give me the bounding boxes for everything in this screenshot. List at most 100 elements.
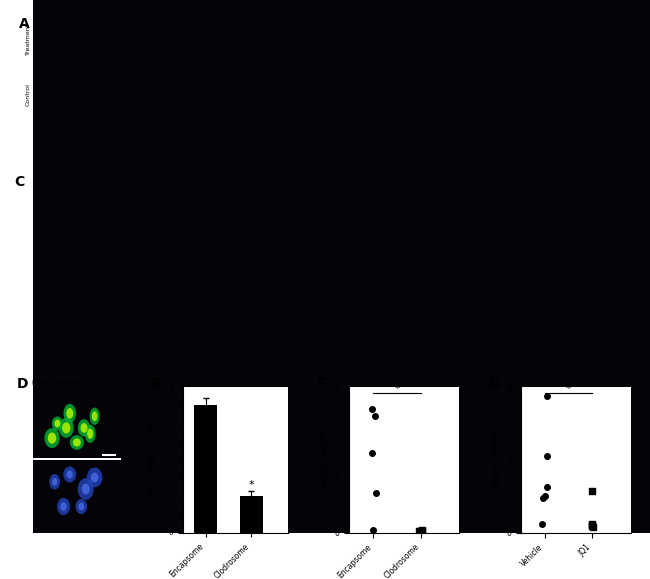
- Point: [586, 519, 597, 528]
- Point: [482, 313, 493, 323]
- Ellipse shape: [79, 503, 84, 510]
- Text: F4/80 staining: F4/80 staining: [32, 380, 83, 386]
- Bar: [297, 309, 317, 318]
- Ellipse shape: [60, 502, 67, 511]
- Point: [556, 313, 566, 322]
- Text: *: *: [560, 188, 565, 197]
- Bar: [515, 73, 525, 75]
- Point: [587, 522, 597, 531]
- Circle shape: [163, 92, 168, 93]
- Point: [588, 523, 598, 532]
- Circle shape: [56, 37, 61, 39]
- Point: [415, 526, 425, 536]
- Ellipse shape: [32, 38, 60, 42]
- Point: [593, 283, 604, 292]
- Point: [520, 313, 530, 323]
- Text: C57BL6 LPS: C57BL6 LPS: [560, 15, 580, 35]
- Point: [595, 267, 606, 276]
- Point: [541, 391, 552, 401]
- Ellipse shape: [58, 418, 73, 438]
- Text: B: B: [435, 17, 445, 31]
- Bar: [194, 405, 217, 533]
- Bar: [333, 250, 352, 318]
- Point: [556, 311, 566, 320]
- Point: [595, 274, 605, 283]
- Circle shape: [54, 92, 67, 96]
- Bar: [261, 310, 281, 318]
- Ellipse shape: [200, 38, 231, 43]
- Circle shape: [224, 37, 239, 42]
- Ellipse shape: [66, 471, 73, 478]
- Text: Treatment: Treatment: [25, 23, 31, 56]
- Point: [517, 313, 527, 323]
- Text: D: D: [16, 377, 28, 391]
- Circle shape: [102, 36, 108, 38]
- Text: A: A: [19, 17, 29, 31]
- Ellipse shape: [64, 404, 76, 423]
- Bar: [51, 178, 161, 181]
- Ellipse shape: [317, 39, 342, 44]
- Point: [367, 448, 377, 457]
- Point: [368, 526, 378, 535]
- Point: [594, 298, 604, 307]
- Ellipse shape: [155, 42, 159, 43]
- Point: [541, 482, 552, 492]
- Bar: [456, 69, 466, 70]
- Ellipse shape: [66, 408, 73, 419]
- Ellipse shape: [38, 42, 41, 43]
- Ellipse shape: [145, 42, 148, 43]
- Circle shape: [281, 36, 287, 38]
- Circle shape: [99, 37, 115, 42]
- Bar: [554, 73, 564, 75]
- Ellipse shape: [62, 422, 70, 434]
- Text: Day 3: Day 3: [144, 19, 162, 23]
- Ellipse shape: [73, 438, 81, 446]
- Text: 500 bp: 500 bp: [621, 72, 640, 76]
- Point: [521, 313, 532, 323]
- Text: *: *: [522, 194, 527, 204]
- Ellipse shape: [48, 42, 51, 43]
- Point: [481, 313, 491, 323]
- Point: [557, 309, 567, 318]
- Point: [367, 404, 377, 413]
- Point: [416, 526, 426, 536]
- Bar: [456, 46, 466, 47]
- Ellipse shape: [272, 42, 276, 43]
- Text: Lavage pouch;
collect and
analyze cells: Lavage pouch; collect and analyze cells: [314, 53, 344, 67]
- Text: Inject
LNCaP cells: Inject LNCaP cells: [259, 53, 282, 62]
- Ellipse shape: [165, 42, 169, 43]
- Point: [556, 311, 566, 320]
- Point: [480, 313, 490, 323]
- Text: C57BL6 PBS: C57BL6 PBS: [540, 14, 560, 35]
- Point: [522, 313, 532, 323]
- Ellipse shape: [84, 424, 96, 443]
- Ellipse shape: [103, 42, 107, 43]
- Point: [480, 313, 490, 323]
- Bar: [456, 75, 466, 76]
- Text: C57BL6 mice: C57BL6 mice: [573, 335, 614, 340]
- Ellipse shape: [217, 42, 220, 43]
- Bar: [456, 91, 466, 93]
- Ellipse shape: [202, 93, 229, 97]
- Ellipse shape: [283, 42, 286, 43]
- Circle shape: [54, 38, 67, 41]
- Ellipse shape: [262, 42, 265, 43]
- Bar: [574, 73, 584, 75]
- Ellipse shape: [70, 435, 84, 450]
- Point: [588, 521, 598, 530]
- Ellipse shape: [52, 478, 57, 486]
- Ellipse shape: [91, 472, 99, 482]
- Point: [556, 312, 566, 321]
- Bar: [32, 458, 122, 460]
- Circle shape: [161, 37, 177, 42]
- Text: Parental VCaP: Parental VCaP: [579, 12, 603, 35]
- Bar: [314, 94, 344, 101]
- Text: Day 1: Day 1: [82, 19, 100, 23]
- Point: [417, 526, 428, 535]
- Bar: [369, 248, 389, 318]
- Ellipse shape: [57, 498, 70, 515]
- Ellipse shape: [86, 467, 103, 488]
- Ellipse shape: [52, 416, 63, 431]
- Text: *: *: [395, 383, 400, 394]
- Point: [482, 313, 492, 323]
